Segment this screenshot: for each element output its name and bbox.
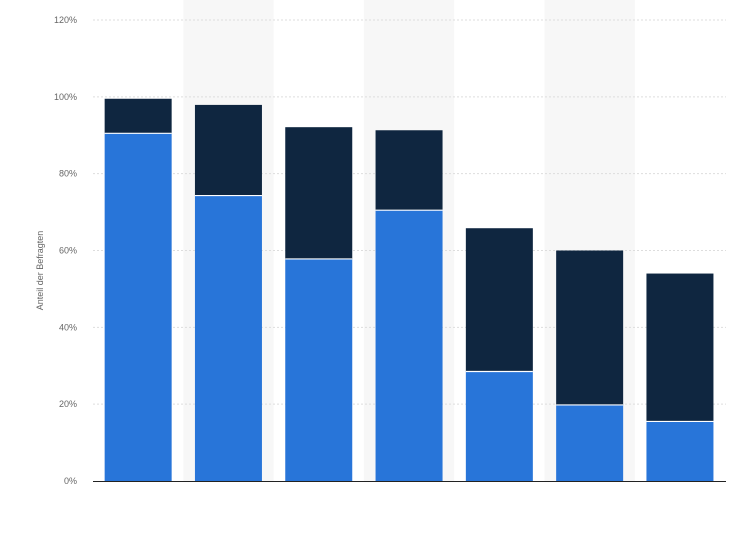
y-tick-label-120: 120% [54, 15, 77, 25]
bar-segment-0-1[interactable] [194, 195, 262, 482]
bar-segment-0-0[interactable] [104, 133, 172, 481]
bars-group [104, 98, 714, 482]
bar-segment-1-4[interactable] [465, 228, 533, 372]
y-tick-label-40: 40% [59, 322, 77, 332]
bar-segment-0-6[interactable] [646, 421, 714, 481]
y-tick-label-0: 0% [64, 476, 77, 486]
bar-segment-1-6[interactable] [646, 273, 714, 422]
bar-segment-1-1[interactable] [194, 104, 262, 196]
bar-segment-1-0[interactable] [104, 98, 172, 134]
y-tick-label-60: 60% [59, 246, 77, 256]
bar-segment-1-3[interactable] [375, 130, 443, 211]
bar-segment-0-3[interactable] [375, 210, 443, 481]
y-axis-tick-labels: 0% 20% 40% 60% 80% 100% 120% [54, 15, 77, 486]
bar-segment-0-2[interactable] [285, 258, 353, 481]
bar-segment-0-5[interactable] [556, 404, 624, 481]
bar-segment-0-4[interactable] [465, 371, 533, 481]
y-tick-label-100: 100% [54, 92, 77, 102]
bar-segment-1-5[interactable] [556, 250, 624, 405]
y-axis-title: Anteil der Befragten [35, 231, 45, 311]
y-tick-label-20: 20% [59, 399, 77, 409]
y-tick-label-80: 80% [59, 169, 77, 179]
bar-segment-1-2[interactable] [285, 127, 353, 259]
